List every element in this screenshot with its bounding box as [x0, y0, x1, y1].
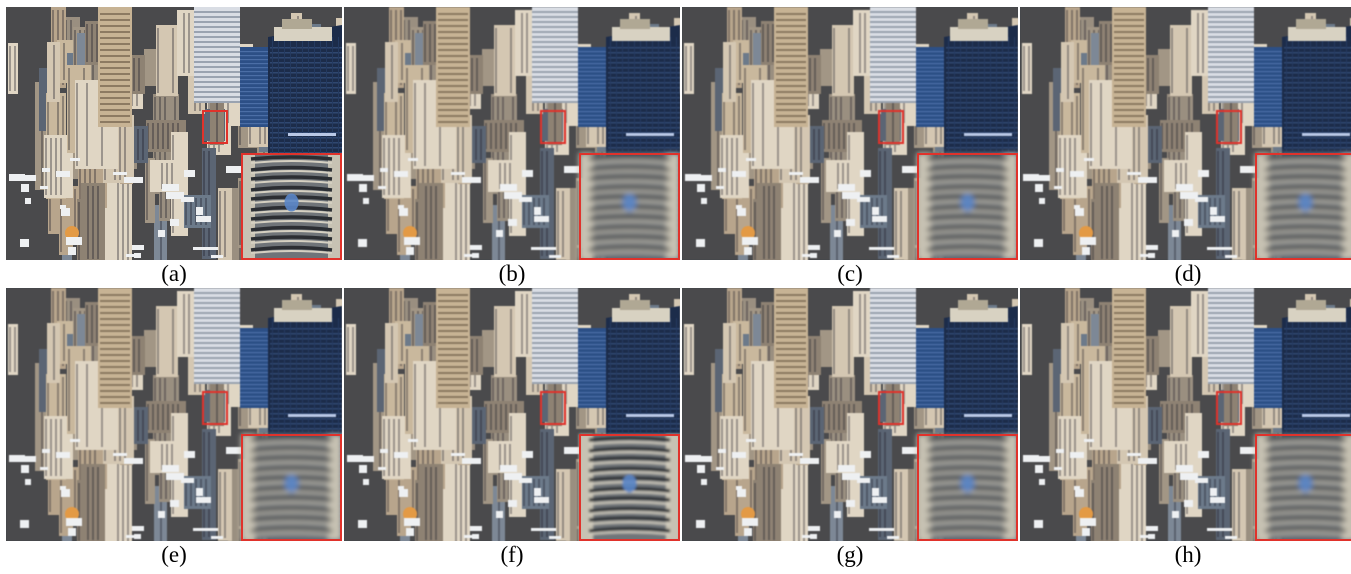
figure-panel: (c)	[682, 7, 1018, 287]
panel-image	[1020, 288, 1351, 541]
zoom-inset	[241, 434, 342, 541]
cityscape-photo	[1020, 288, 1351, 541]
panel-caption: (f)	[500, 542, 524, 567]
zoom-inset	[241, 153, 342, 260]
zoom-inset	[1255, 153, 1351, 260]
panel-caption: (e)	[161, 542, 187, 567]
panel-caption: (b)	[498, 261, 526, 286]
zoom-inset	[579, 434, 680, 541]
figure-panel: (b)	[344, 7, 680, 287]
figure-panel: (g)	[682, 288, 1018, 568]
zoom-inset	[1255, 434, 1351, 541]
panel-caption: (h)	[1174, 542, 1202, 567]
cityscape-photo	[6, 7, 342, 260]
zoom-inset	[579, 153, 680, 260]
cityscape-photo	[344, 7, 680, 260]
zoom-inset	[917, 153, 1018, 260]
cityscape-photo	[1020, 7, 1351, 260]
panel-image	[1020, 7, 1351, 260]
panel-image	[344, 7, 680, 260]
cityscape-photo	[682, 7, 1018, 260]
figure-panel: (d)	[1020, 7, 1351, 287]
figure-panel: (a)	[6, 7, 342, 287]
panel-caption: (g)	[836, 542, 864, 567]
panel-caption: (a)	[161, 261, 187, 286]
panel-image	[6, 288, 342, 541]
panel-image	[344, 288, 680, 541]
panel-caption: (d)	[1174, 261, 1202, 286]
panel-image	[682, 7, 1018, 260]
panel-image	[682, 288, 1018, 541]
cityscape-photo	[6, 288, 342, 541]
figure-panel: (e)	[6, 288, 342, 568]
cityscape-photo	[682, 288, 1018, 541]
panel-image	[6, 7, 342, 260]
zoom-inset	[917, 434, 1018, 541]
panel-caption: (c)	[837, 261, 863, 286]
cityscape-photo	[344, 288, 680, 541]
figure-panel: (f)	[344, 288, 680, 568]
figure-panel: (h)	[1020, 288, 1351, 568]
figure-grid: (a) (b) (c) (d) (e) (f) (g) (h)	[6, 7, 1351, 568]
